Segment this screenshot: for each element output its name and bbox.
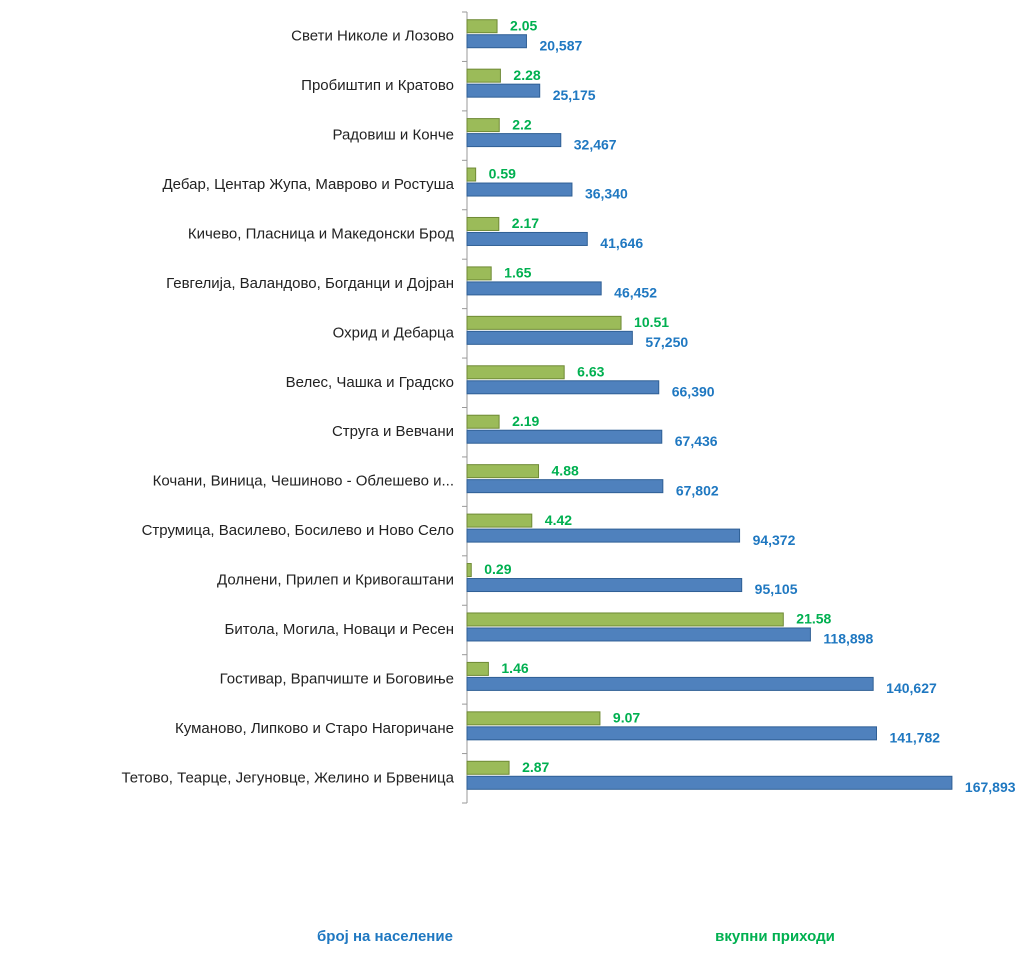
bar	[466, 83, 541, 98]
legend-entry: вкупни приходи	[715, 928, 835, 945]
data-label: 4.88	[552, 462, 579, 478]
data-label: 25,175	[553, 87, 596, 103]
bar	[466, 182, 573, 197]
data-label: 2.19	[512, 413, 539, 429]
data-label: 41,646	[600, 235, 643, 251]
data-label: 67,436	[675, 433, 718, 449]
bar	[466, 429, 663, 444]
category-label: Гостивар, Врапчиште и Боговиње	[220, 670, 454, 687]
bar	[466, 68, 501, 83]
data-label: 95,105	[755, 581, 798, 597]
data-label: 141,782	[889, 730, 940, 746]
bar	[466, 266, 492, 281]
category-label: Куманово, Липково и Старо Нагоричане	[175, 720, 454, 737]
legend-entry: број на население	[317, 928, 453, 945]
data-label: 67,802	[676, 482, 719, 498]
bar	[466, 19, 498, 34]
category-label: Долнени, Прилеп и Кривогаштани	[217, 572, 454, 589]
data-label: 0.29	[484, 561, 511, 577]
category-label: Тетово, Теарце, Јегуновце, Желино и Брве…	[121, 769, 454, 786]
data-label: 118,898	[823, 631, 873, 647]
bar	[466, 281, 602, 296]
category-label: Велес, Чашка и Градско	[286, 374, 454, 391]
category-label: Кичево, Пласница и Македонски Брод	[188, 225, 454, 242]
data-label: 2.87	[522, 759, 549, 775]
data-label: 46,452	[614, 285, 657, 301]
bar	[466, 612, 784, 627]
bar	[466, 578, 743, 593]
bar	[466, 414, 500, 429]
data-label: 10.51	[634, 314, 669, 330]
data-label: 2.2	[512, 116, 532, 132]
data-label: 36,340	[585, 186, 628, 202]
category-label: Охрид и Дебарца	[333, 324, 455, 341]
category-label: Струмица, Василево, Босилево и Ново Село	[142, 522, 454, 539]
bar	[466, 711, 601, 726]
bar	[466, 726, 877, 741]
data-label: 1.65	[504, 265, 531, 281]
data-label: 2.28	[513, 67, 540, 83]
data-label: 140,627	[886, 680, 937, 696]
category-label: Битола, Могила, Новаци и Ресен	[225, 621, 454, 638]
bar	[466, 118, 500, 133]
data-label: 66,390	[672, 383, 715, 399]
category-label: Гевгелија, Валандово, Богданци и Дојран	[166, 275, 454, 292]
bar	[466, 627, 811, 642]
bar	[466, 513, 533, 528]
bar	[466, 661, 489, 676]
category-label: Кочани, Виница, Чешиново - Облешево и...	[153, 473, 454, 490]
data-label: 20,587	[539, 37, 582, 53]
data-label: 2.05	[510, 17, 537, 33]
category-label: Дебар, Центар Жупа, Маврово и Ростуша	[163, 176, 455, 193]
data-label: 21.58	[796, 611, 831, 627]
bar	[466, 676, 874, 691]
bar	[466, 775, 953, 790]
bar	[466, 380, 660, 395]
category-label: Радовиш и Конче	[332, 127, 454, 144]
data-label: 6.63	[577, 363, 604, 379]
bar	[466, 216, 500, 231]
bar	[466, 479, 664, 494]
data-label: 57,250	[645, 334, 688, 350]
bar	[466, 330, 633, 345]
bar	[466, 315, 622, 330]
bar	[466, 365, 565, 380]
data-label: 9.07	[613, 710, 640, 726]
category-label: Свети Николе и Лозово	[291, 28, 454, 45]
bar	[466, 464, 540, 479]
data-label: 167,893	[965, 779, 1016, 795]
category-label: Пробиштип и Кратово	[301, 77, 454, 94]
data-label: 0.59	[489, 166, 516, 182]
data-label: 4.42	[545, 512, 572, 528]
bar	[466, 760, 510, 775]
bar	[466, 133, 562, 148]
bar	[466, 167, 477, 182]
data-label: 94,372	[753, 532, 796, 548]
bar	[466, 528, 741, 543]
bar	[466, 563, 472, 578]
data-label: 32,467	[574, 136, 617, 152]
bar	[466, 34, 527, 49]
data-label: 1.46	[501, 660, 528, 676]
category-label: Струга и Вевчани	[332, 423, 454, 440]
data-label: 2.17	[512, 215, 539, 231]
bar	[466, 231, 588, 246]
